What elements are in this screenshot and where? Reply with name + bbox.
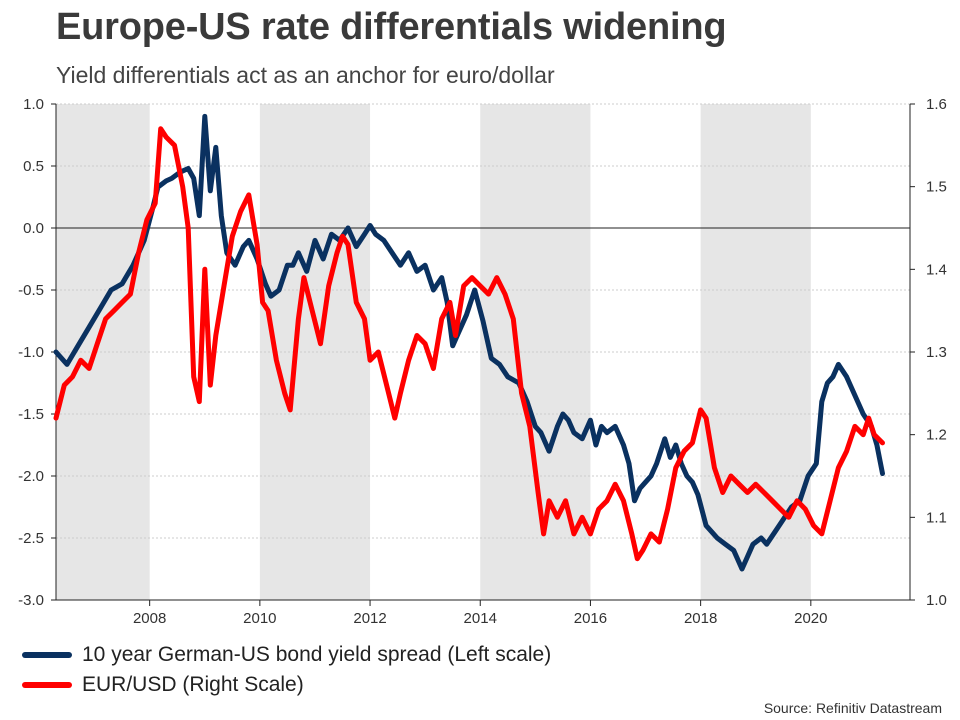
right-tick-label-0: 1.6 xyxy=(926,96,947,113)
x-tick-label-5: 2018 xyxy=(684,610,717,627)
x-tick-label-4: 2016 xyxy=(574,610,607,627)
legend-swatch-eurusd xyxy=(22,682,72,688)
left-tick-label-1: 0.5 xyxy=(23,158,44,175)
left-tick-label-8: -3.0 xyxy=(18,592,44,609)
left-tick-label-5: -1.5 xyxy=(18,406,44,423)
right-tick-label-4: 1.2 xyxy=(926,427,947,444)
chart-title: Europe-US rate differentials widening xyxy=(56,6,727,48)
x-tick-label-0: 2008 xyxy=(133,610,166,627)
legend-label-eurusd: EUR/USD (Right Scale) xyxy=(82,673,304,696)
chart-subtitle: Yield differentials act as an anchor for… xyxy=(56,62,555,88)
x-tick-label-6: 2020 xyxy=(794,610,827,627)
legend-item-spread: 10 year German-US bond yield spread (Lef… xyxy=(22,640,551,670)
right-tick-label-2: 1.4 xyxy=(926,261,947,278)
left-tick-label-7: -2.5 xyxy=(18,530,44,547)
left-tick-label-2: 0.0 xyxy=(23,220,44,237)
legend: 10 year German-US bond yield spread (Lef… xyxy=(22,640,551,700)
x-tick-label-3: 2014 xyxy=(464,610,497,627)
right-tick-label-3: 1.3 xyxy=(926,344,947,361)
series-lines xyxy=(53,113,885,572)
left-tick-label-0: 1.0 xyxy=(23,96,44,113)
shaded-band-0 xyxy=(56,104,150,600)
series-line-spread xyxy=(53,113,885,572)
left-tick-label-6: -2.0 xyxy=(18,468,44,485)
series-line-eurusd xyxy=(53,126,885,562)
shaded-band-1 xyxy=(259,104,371,600)
legend-swatch-spread xyxy=(22,652,72,658)
legend-item-eurusd: EUR/USD (Right Scale) xyxy=(22,670,551,700)
axes xyxy=(51,103,915,606)
x-tick-label-1: 2010 xyxy=(243,610,276,627)
left-tick-label-4: -1.0 xyxy=(18,344,44,361)
right-tick-label-1: 1.5 xyxy=(926,179,947,196)
right-tick-label-5: 1.1 xyxy=(926,509,947,526)
x-tick-label-2: 2012 xyxy=(353,610,386,627)
source-note: Source: Refinitiv Datastream xyxy=(763,700,942,716)
left-tick-label-3: -0.5 xyxy=(18,282,44,299)
legend-label-spread: 10 year German-US bond yield spread (Lef… xyxy=(82,643,552,666)
tick-labels: 1.0 0.5 0.0 -0.5 -1.0 -1.5 -2.0 -2.5 -3.0 1.6 1.5 1… xyxy=(18,96,947,627)
right-tick-label-6: 1.0 xyxy=(926,592,947,609)
